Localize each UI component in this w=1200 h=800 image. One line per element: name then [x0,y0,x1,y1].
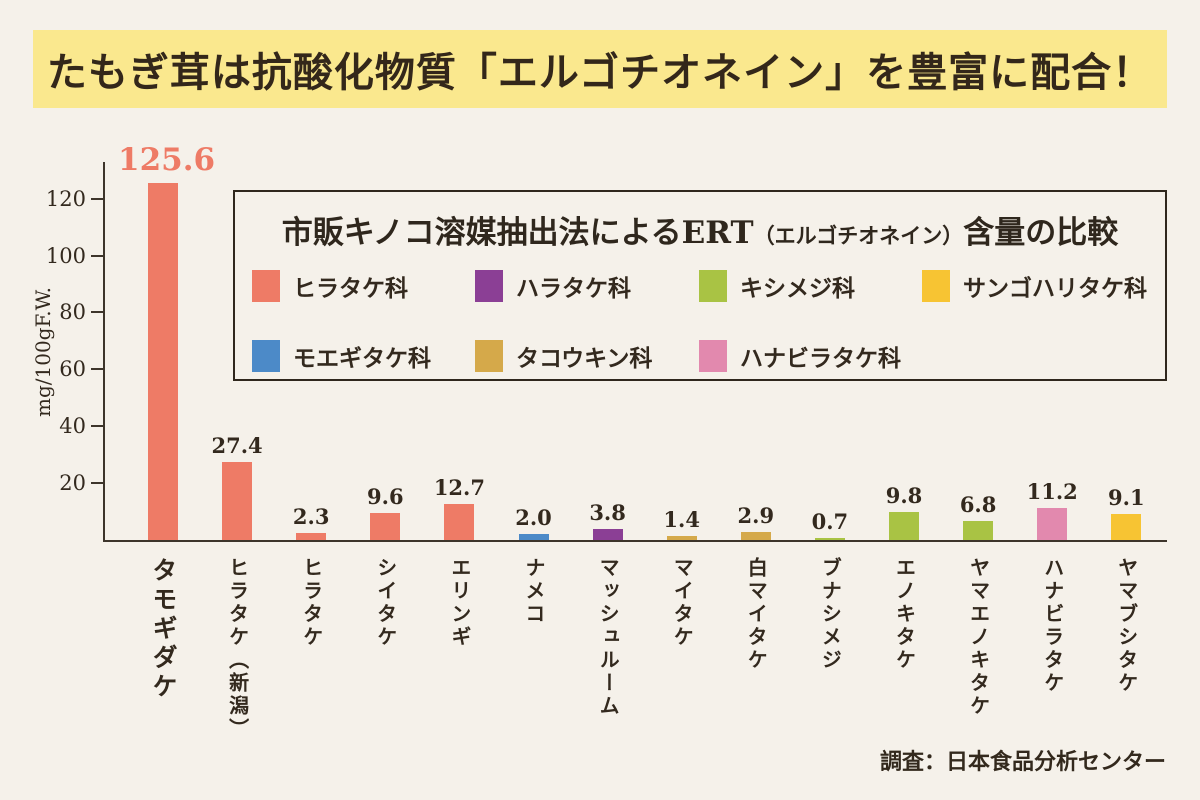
y-tick-label: 20 [59,471,86,496]
page-title: たもぎ茸は抗酸化物質「エルゴチオネイン」を豊富に配合！ [46,49,1154,96]
bar-value-label: 1.4 [663,507,700,533]
legend-title-sub: （エルゴチオネイン） [753,223,964,248]
bar-value-label: 2.0 [515,505,552,531]
legend-box: 市販キノコ溶媒抽出法によるERT（エルゴチオネイン）含量の比較 ヒラタケ科 ハラタ… [233,190,1167,381]
legend-swatch [252,340,280,372]
legend-title-tail: 含量の比較 [963,215,1119,251]
bar [740,531,771,540]
legend-item: ヒラタケ科 [252,270,408,302]
legend-label: ハナビラタケ科 [740,345,901,371]
bar-category-label: ヤマブシタケ [1114,557,1137,695]
y-axis-label: mg/100gF.W. [31,286,55,418]
bar-category-label: ヤマエノキタケ [966,557,989,718]
legend-title: 市販キノコ溶媒抽出法によるERT（エルゴチオネイン）含量の比較 [235,207,1165,252]
y-tick-mark [91,425,104,428]
y-tick-mark [91,368,104,371]
bar-value-label: 0.7 [811,509,849,534]
bar [592,529,623,540]
bar [148,182,178,540]
bar-category-label: マイタケ [670,557,693,649]
bar [963,520,994,540]
legend-label: キシメジ科 [740,275,855,301]
bar [889,512,919,540]
legend-swatch [699,270,727,302]
legend-item: モエギタケ科 [252,340,431,372]
bar-value-label: 125.6 [118,141,216,178]
source-credit: 調査：日本食品分析センター [879,749,1166,774]
legend-label: ハラタケ科 [516,275,631,301]
bar-category-label: ヒラタケ [299,557,322,649]
y-tick-label: 40 [59,414,86,439]
legend-swatch [699,340,727,372]
legend-swatch [922,270,950,302]
bar [518,534,549,540]
bar-value-label: 27.4 [211,433,263,459]
legend-title-main: 市販キノコ溶媒抽出法によるERT [281,215,754,251]
legend-item: ハラタケ科 [475,270,631,302]
bar-category-label: エリンギ [447,557,470,649]
bar-category-label: マッシュルーム [596,557,619,718]
bar-value-label: 6.8 [959,491,997,517]
legend-item: タコウキン科 [475,340,652,372]
y-tick-mark [91,254,104,257]
bar-value-label: 9.8 [885,483,923,509]
y-tick-label: 80 [59,300,86,325]
legend-item: キシメジ科 [699,270,855,302]
legend-label: サンゴハリタケ科 [963,275,1147,301]
y-tick-label: 100 [45,243,86,268]
bar [296,533,327,540]
legend-label: モエギタケ科 [293,345,431,371]
bar-value-label: 2.3 [292,504,330,530]
legend-swatch [252,270,280,302]
bar-value-label: 11.2 [1026,479,1078,505]
y-tick-label: 120 [45,186,86,211]
y-tick-mark [91,311,104,314]
bar [1111,514,1142,540]
bar [1037,508,1068,540]
bar-value-label: 2.9 [737,502,775,528]
bar-category-label: 白マイタケ [744,557,767,672]
bar [222,462,253,540]
bar-category-label: エノキタケ [892,557,915,672]
y-tick-mark [91,197,104,200]
bar-category-label: ヒラタケ（新潟） [225,557,248,741]
legend-label: タコウキン科 [516,345,653,371]
bar-category-label: ハナビラタケ [1040,557,1063,695]
legend-swatch [475,270,503,302]
bar [444,503,475,540]
title-banner: たもぎ茸は抗酸化物質「エルゴチオネイン」を豊富に配合！ [33,30,1167,108]
x-axis-line [103,540,1167,542]
bar-value-label: 9.6 [367,483,404,509]
y-axis-line [103,162,105,541]
bar [370,512,401,540]
bar-value-label: 3.8 [589,500,626,526]
y-tick-label: 60 [59,357,86,382]
legend-item: サンゴハリタケ科 [922,270,1147,302]
bar-category-label: シイタケ [373,557,396,649]
legend-item: ハナビラタケ科 [699,340,901,372]
y-tick-mark [91,482,104,485]
bar [814,538,845,540]
bar-value-label: 12.7 [433,474,485,500]
bar-category-label: ナメコ [522,557,544,626]
legend-swatch [475,340,503,372]
bar [666,536,697,540]
legend-label: ヒラタケ科 [293,275,408,301]
bar-value-label: 9.1 [1108,485,1145,511]
bar-category-label: タモギダケ [149,557,177,702]
bar-category-label: ブナシメジ [818,557,841,672]
